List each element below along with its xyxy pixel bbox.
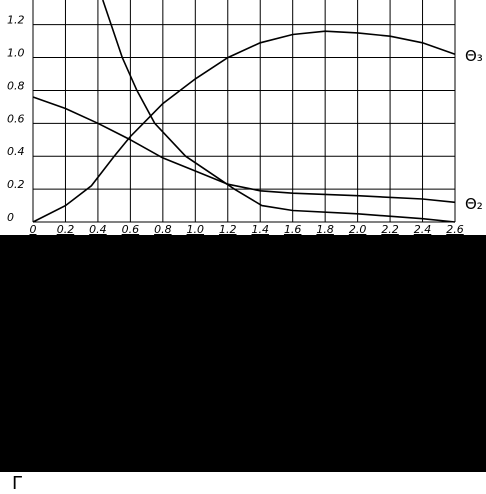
x-tick-label: 1.6 <box>284 223 302 236</box>
series-line <box>32 30 456 223</box>
x-tick-label: 0.4 <box>89 223 107 236</box>
x-tick-label: 1.2 <box>219 223 237 236</box>
series-line <box>102 0 456 223</box>
y-tick-label: 1.2 <box>7 14 25 27</box>
x-tick-label: 2.4 <box>414 223 432 236</box>
x-tick-label: 1.0 <box>187 223 205 236</box>
y-tick-label: 1.0 <box>7 47 25 60</box>
series-line <box>32 96 456 204</box>
x-tick-label: 2.6 <box>446 223 464 236</box>
y-tick-label: 0.6 <box>7 112 25 125</box>
x-tick-label: 2.0 <box>349 223 367 236</box>
series-label: Θ₃ <box>465 47 483 65</box>
x-tick-label: 1.4 <box>251 223 269 236</box>
series-label: Θ₂ <box>465 195 483 213</box>
x-tick-label: 0 <box>30 223 37 236</box>
x-tick-label: 0.2 <box>57 223 75 236</box>
x-tick-label: 0.6 <box>122 223 140 236</box>
y-tick-label: 0.2 <box>7 178 25 191</box>
y-tick-label: 0 <box>7 211 14 224</box>
black-panel <box>0 235 486 472</box>
y-tick-label: 0.4 <box>7 145 25 158</box>
corner-text: Γ <box>12 473 22 494</box>
y-tick-label: 0.8 <box>7 79 25 92</box>
x-tick-label: 2.2 <box>381 223 399 236</box>
x-tick-label: 1.8 <box>316 223 334 236</box>
x-tick-label: 0.8 <box>154 223 172 236</box>
